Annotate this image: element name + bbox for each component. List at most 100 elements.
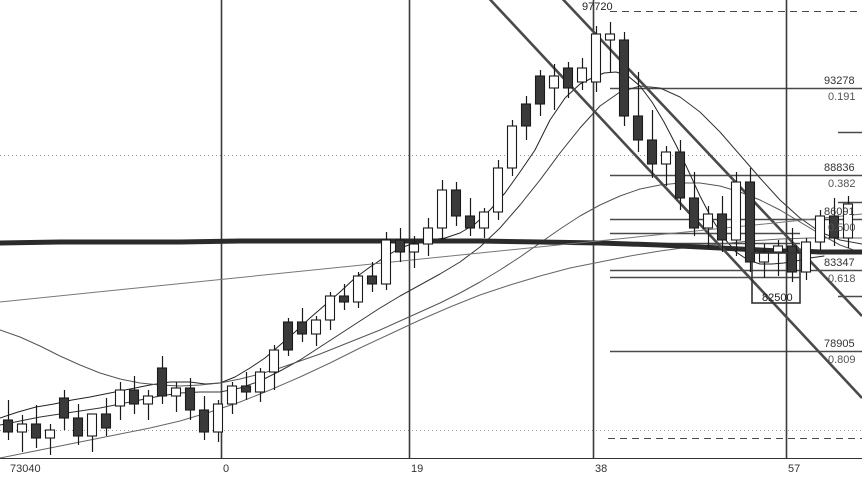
candlestick[interactable]	[618, 32, 630, 126]
candlestick[interactable]	[730, 172, 742, 256]
candlestick[interactable]	[590, 26, 602, 92]
fib-ratio-0618: 0.618	[828, 273, 856, 285]
support-rising[interactable]	[0, 213, 862, 303]
candlestick[interactable]	[534, 70, 546, 116]
candlestick[interactable]	[576, 58, 588, 90]
fib-ratio-0500: 0.500	[828, 222, 856, 234]
candle-body	[226, 385, 238, 405]
candlestick[interactable]	[58, 390, 70, 430]
candlestick[interactable]	[786, 228, 798, 282]
candlestick[interactable]	[828, 198, 840, 246]
candlestick[interactable]	[450, 182, 462, 226]
candlestick[interactable]	[310, 316, 322, 346]
candle-body	[758, 251, 770, 263]
candlestick[interactable]	[800, 238, 812, 280]
candlestick[interactable]	[16, 415, 28, 452]
candlestick[interactable]	[44, 424, 56, 455]
candlestick[interactable]	[380, 232, 392, 290]
candlestick[interactable]	[212, 400, 224, 442]
candlestick[interactable]	[184, 378, 196, 420]
candlestick[interactable]	[86, 413, 98, 452]
candle-body	[660, 151, 672, 165]
candlestick[interactable]	[240, 372, 252, 400]
candle-body	[450, 189, 462, 217]
candle-body	[282, 321, 294, 351]
candlestick[interactable]	[744, 168, 756, 272]
candlestick[interactable]	[2, 400, 14, 440]
channel-lower[interactable]	[556, 0, 862, 317]
candle-body	[114, 389, 126, 407]
candle-body	[534, 75, 546, 105]
candle-body	[632, 115, 644, 141]
candlestick[interactable]	[478, 208, 490, 238]
candlestick[interactable]	[772, 240, 784, 276]
candlestick[interactable]	[296, 308, 308, 342]
candlestick[interactable]	[142, 390, 154, 420]
candle-body	[352, 275, 364, 303]
candlestick[interactable]	[646, 110, 658, 178]
candlestick[interactable]	[716, 196, 728, 252]
fib-price-0809: 78905	[824, 338, 855, 350]
candlestick[interactable]	[394, 228, 406, 262]
candlestick[interactable]	[842, 196, 854, 248]
candle-body	[72, 417, 84, 437]
candlestick[interactable]	[632, 72, 644, 152]
candle-body	[296, 321, 308, 335]
candle-body	[576, 67, 588, 83]
candlestick[interactable]	[814, 210, 826, 250]
candle-body	[492, 167, 504, 213]
candlestick[interactable]	[254, 368, 266, 402]
candlestick[interactable]	[548, 64, 560, 110]
candlestick[interactable]	[114, 382, 126, 420]
selection-box[interactable]	[751, 252, 801, 304]
candlestick[interactable]	[128, 376, 140, 414]
candlestick[interactable]	[282, 318, 294, 356]
candlestick[interactable]	[366, 262, 378, 292]
candlestick[interactable]	[674, 140, 686, 210]
candlestick[interactable]	[436, 180, 448, 240]
candle-body	[44, 429, 56, 439]
candle-body	[142, 395, 154, 405]
candlestick[interactable]	[520, 96, 532, 140]
candlestick[interactable]	[338, 284, 350, 310]
candle-body	[548, 75, 560, 89]
candlestick[interactable]	[660, 146, 672, 186]
candlestick[interactable]	[758, 244, 770, 278]
candlestick[interactable]	[464, 198, 476, 236]
candlestick[interactable]	[268, 345, 280, 390]
candlestick[interactable]	[72, 404, 84, 445]
candle-body	[590, 33, 602, 83]
candle-body	[156, 367, 168, 397]
candle-body	[730, 181, 742, 241]
candlestick[interactable]	[226, 382, 238, 414]
candlestick[interactable]	[156, 356, 168, 404]
candlestick[interactable]	[100, 398, 112, 436]
candlestick[interactable]	[562, 62, 574, 98]
candlestick[interactable]	[30, 405, 42, 448]
x-axis-tick-57: 57	[788, 463, 801, 475]
candlestick[interactable]	[352, 272, 364, 308]
candle-body	[422, 227, 434, 245]
candle-body	[506, 125, 518, 169]
candlestick[interactable]	[506, 120, 518, 176]
candle-body	[338, 295, 350, 303]
candlestick[interactable]	[604, 22, 616, 72]
candlestick[interactable]	[324, 292, 336, 330]
candle-body	[324, 295, 336, 321]
candlestick[interactable]	[702, 206, 714, 248]
candle-body	[2, 419, 14, 433]
candle-body	[100, 413, 112, 429]
candlestick[interactable]	[688, 172, 700, 236]
candlestick[interactable]	[170, 382, 182, 412]
channel-upper[interactable]	[470, 0, 862, 399]
candle-body	[240, 385, 252, 393]
candlestick[interactable]	[422, 218, 434, 256]
candlestick[interactable]	[408, 236, 420, 268]
candle-body	[184, 387, 196, 411]
fib-ratio-0191: 0.191	[828, 91, 856, 103]
candle-body	[310, 319, 322, 335]
candlestick[interactable]	[198, 396, 210, 440]
candlestick[interactable]	[492, 160, 504, 220]
